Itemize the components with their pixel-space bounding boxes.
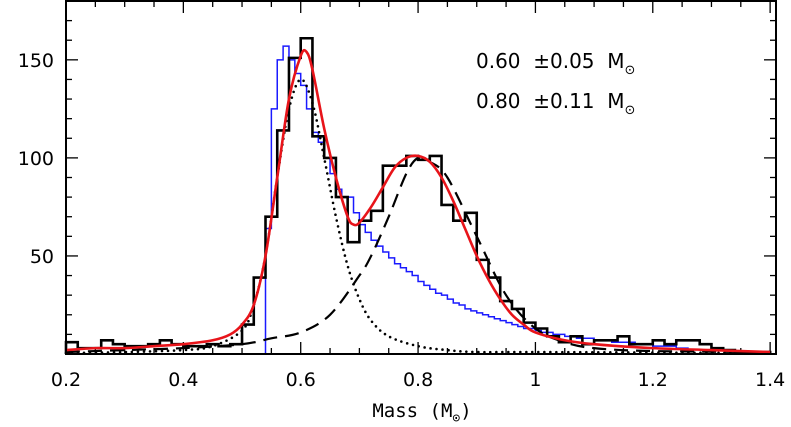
x-axis-title: Mass (M⊙) xyxy=(372,400,471,426)
black-histogram xyxy=(64,36,772,354)
y-tick-label: 100 xyxy=(18,148,54,170)
x-tick-label: 0.2 xyxy=(51,369,81,391)
x-tick-labels: 0.2 0.4 0.6 0.8 1 1.2 1.4 xyxy=(51,369,785,391)
dotted-component xyxy=(64,78,772,355)
red-fit xyxy=(65,48,771,354)
plot-frame xyxy=(65,0,777,355)
x-tick-label: 0.6 xyxy=(286,369,316,391)
x-tick-label: 1 xyxy=(529,369,541,391)
x-tick-label: 1.4 xyxy=(755,369,785,391)
sun-symbol: ⊙ xyxy=(625,63,636,78)
dashed-component xyxy=(65,156,771,354)
annotation-peak-1: 0.60 ±0.05 M⊙ xyxy=(476,49,635,78)
annotation-peak-2: 0.80 ±0.11 M⊙ xyxy=(476,89,635,118)
sun-symbol: ⊙ xyxy=(452,411,460,426)
series-layer xyxy=(64,36,772,355)
x-tick-label: 1.2 xyxy=(638,369,668,391)
x-tick-label: 0.4 xyxy=(168,369,198,391)
x-tick-label: 0.8 xyxy=(403,369,433,391)
axis-ticks xyxy=(65,1,776,354)
y-tick-label: 150 xyxy=(18,50,54,72)
sun-symbol: ⊙ xyxy=(625,103,636,118)
y-tick-labels: 50 100 150 xyxy=(18,50,54,268)
y-tick-label: 50 xyxy=(30,246,54,268)
